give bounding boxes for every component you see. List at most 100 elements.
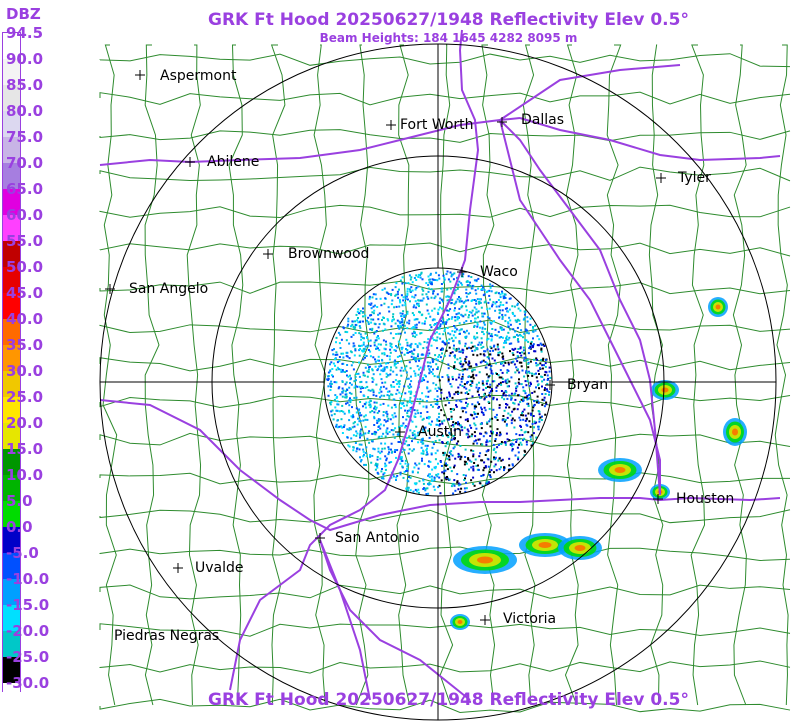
- scale-label: 45.0: [6, 284, 44, 302]
- scale-swatch: [3, 501, 20, 527]
- scale-label: 20.0: [6, 414, 44, 432]
- scale-swatch: [3, 397, 20, 423]
- scale-swatch: [3, 371, 20, 397]
- scale-label: 55.0: [6, 232, 44, 250]
- highways: [99, 29, 781, 701]
- county-line: [564, 44, 579, 706]
- scale-label: -25.0: [6, 648, 50, 666]
- scale-swatch: [3, 319, 20, 345]
- scale-label: 0.0: [6, 518, 33, 536]
- city-marker: [263, 249, 273, 259]
- scale-swatch: [3, 345, 20, 371]
- scale-label: 40.0: [6, 310, 44, 328]
- city-marker: [497, 117, 507, 127]
- county-line: [99, 242, 791, 257]
- city-label: Bryan: [567, 377, 609, 393]
- county-line: [396, 44, 411, 706]
- scale-swatch: [3, 241, 20, 267]
- city-label: Aspermont: [160, 68, 237, 84]
- county-line: [732, 44, 747, 706]
- scale-swatch: [3, 683, 20, 709]
- city-marker: [480, 615, 490, 625]
- city-marker: [185, 157, 195, 167]
- scale-label: 85.0: [6, 76, 44, 94]
- city-label: Piedras Negras: [114, 628, 220, 644]
- scale-label: 80.0: [6, 102, 44, 120]
- scale-label: 65.0: [6, 180, 44, 198]
- color-scale-bar: [2, 32, 21, 709]
- storm-cell: [661, 387, 669, 393]
- city-label: Houston: [676, 491, 735, 507]
- scale-swatch: [3, 605, 20, 631]
- scale-label: -30.0: [6, 674, 50, 692]
- county-line: [99, 166, 791, 182]
- scale-swatch: [3, 267, 20, 293]
- county-line: [354, 44, 370, 706]
- scale-label: 10.0: [6, 466, 44, 484]
- county-line: [99, 623, 791, 637]
- city-marker: [653, 494, 663, 504]
- scale-swatch: [3, 137, 20, 163]
- county-line: [481, 44, 496, 706]
- scale-label: 75.0: [6, 128, 44, 146]
- scale-label: 30.0: [6, 362, 44, 380]
- highway-i20-east: [519, 117, 781, 162]
- county-boundaries: [99, 44, 791, 714]
- radial-lines: [100, 44, 776, 720]
- city-label: Austin: [418, 424, 462, 440]
- county-line: [522, 44, 536, 706]
- county-line: [313, 44, 327, 706]
- scale-swatch: [3, 631, 20, 657]
- highway-i10: [99, 399, 781, 532]
- county-line: [99, 356, 791, 372]
- county-line: [102, 44, 118, 706]
- beam-heights: Beam Heights: 184 1645 4282 8095 m: [319, 31, 578, 45]
- county-line: [648, 44, 664, 706]
- city-label: Waco: [480, 264, 518, 280]
- county-line: [99, 53, 791, 68]
- county-line: [606, 44, 622, 706]
- county-line: [99, 660, 791, 674]
- highway-north: [459, 29, 463, 51]
- county-line: [99, 204, 791, 219]
- county-line: [99, 698, 791, 714]
- storm-cell: [477, 556, 493, 564]
- city-marker: [395, 427, 405, 437]
- storm-cell: [538, 542, 552, 548]
- highway-i35e: [499, 119, 661, 495]
- city-label: Brownwood: [288, 246, 370, 262]
- county-line: [228, 44, 244, 706]
- city-marker: [105, 284, 115, 294]
- scale-swatch: [3, 33, 20, 59]
- county-line: [144, 44, 160, 706]
- scale-swatch: [3, 111, 20, 137]
- map-title: GRK Ft Hood 20250627/1948 Reflectivity E…: [208, 10, 689, 30]
- city-marker: [315, 533, 325, 543]
- scale-swatch: [3, 527, 20, 553]
- scale-label: 5.0: [6, 492, 33, 510]
- scale-label: 25.0: [6, 388, 44, 406]
- county-line: [186, 44, 202, 706]
- reflectivity-echoes: [326, 270, 747, 630]
- city-label: San Antonio: [335, 530, 420, 546]
- scale-label: 60.0: [6, 206, 44, 224]
- city-marker: [173, 563, 183, 573]
- scale-swatch: [3, 553, 20, 579]
- county-line: [99, 432, 791, 447]
- city-markers: [105, 70, 666, 625]
- county-line: [99, 472, 791, 485]
- city-label: Victoria: [503, 611, 557, 627]
- legend-unit: DBZ: [6, 5, 41, 23]
- city-marker: [386, 120, 396, 130]
- city-marker: [457, 267, 467, 277]
- county-line: [99, 509, 791, 524]
- city-label: Dallas: [521, 112, 565, 128]
- county-line: [99, 91, 791, 106]
- county-line: [774, 44, 789, 706]
- scale-swatch: [3, 293, 20, 319]
- city-marker: [656, 173, 666, 183]
- highway-i45: [499, 119, 661, 496]
- storm-cell: [457, 620, 463, 624]
- scale-label: -10.0: [6, 570, 50, 588]
- city-label: Tyler: [678, 170, 711, 186]
